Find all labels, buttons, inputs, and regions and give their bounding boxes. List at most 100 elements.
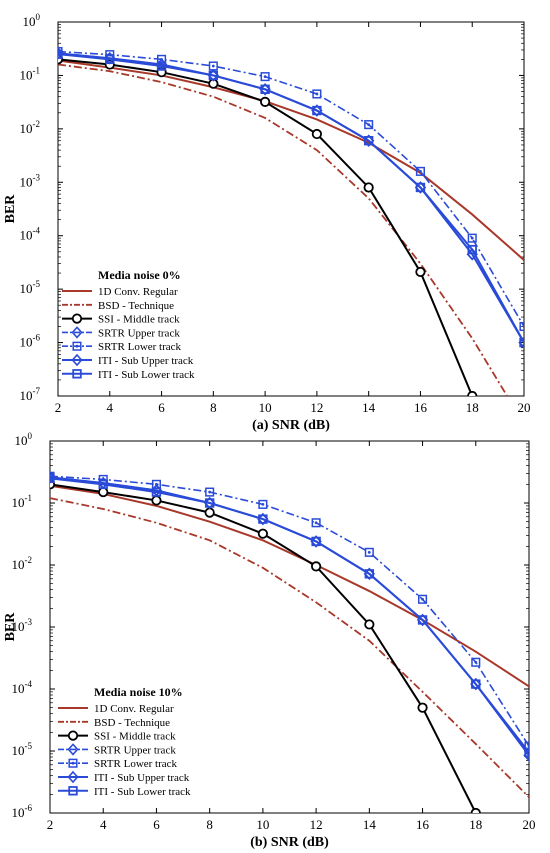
- legend-marker: [71, 313, 83, 324]
- x-tick-label: 6: [153, 817, 160, 832]
- legend-entry: ITI - Sub Upper track: [62, 353, 194, 367]
- legend-entry: 1D Conv. Regular: [62, 286, 178, 298]
- y-axis-label: BER: [3, 194, 18, 224]
- series-ssi-middle-track-point: [151, 495, 162, 506]
- series-srtr-lower-track-line: [58, 50, 524, 327]
- legend-title: Media noise 0%: [98, 268, 181, 282]
- series-iti-sub-lower-track-point: [258, 514, 268, 524]
- x-tick-label: 20: [523, 817, 536, 832]
- x-tick-label: 16: [414, 400, 428, 415]
- series-ssi-middle-track-point: [417, 702, 428, 713]
- series-iti-sub-lower-track-point: [58, 49, 63, 59]
- series-iti-sub-lower-track-point: [471, 679, 481, 689]
- series-ssi-middle-track-point: [204, 507, 215, 518]
- series-ssi-middle-track-point: [415, 266, 426, 278]
- legend-marker: [71, 353, 83, 367]
- legend-entry: BSD - Technique: [62, 300, 174, 312]
- series-iti-sub-lower-track-point: [311, 536, 321, 547]
- series-iti-sub-lower-track-point: [364, 569, 375, 579]
- x-tick-label: 2: [55, 400, 62, 415]
- series-iti-sub-lower-track-point: [204, 498, 215, 508]
- series-ssi-middle-track-point: [257, 528, 268, 539]
- y-tick-labels: 100 10-1 10-2 10-3 10-4 10-5 10-6 10-7: [20, 12, 41, 403]
- y-axis-label: BER: [3, 612, 18, 642]
- plot-area: [57, 21, 525, 397]
- legend-entry: SSI - Middle track: [62, 313, 180, 326]
- legend-label: 1D Conv. Regular: [94, 703, 174, 715]
- series-srtr-lower-track-point: [205, 487, 215, 497]
- legend-label: SSI - Middle track: [94, 731, 176, 743]
- y-tick-label: 10-6: [20, 333, 41, 350]
- series-ssi-middle-track-point: [260, 96, 271, 107]
- y-tick-label: 10-1: [20, 65, 41, 82]
- series-srtr-lower-track-point: [418, 594, 428, 604]
- legend-marker: [72, 341, 82, 351]
- x-tick-labels: 2 4 6 8 10 12 14 16 18 20: [55, 400, 531, 415]
- series-ssi-middle-track-point: [364, 619, 375, 630]
- legend-entry: 1D Conv. Regular: [58, 703, 174, 715]
- series-bsd-technique-line: [50, 497, 529, 798]
- series-bsd-technique-line: [58, 63, 509, 396]
- legend-entry: SRTR Lower track: [62, 341, 182, 353]
- legend-marker: [72, 369, 82, 379]
- series-iti-sub-lower-track-point: [151, 487, 162, 497]
- y-tick-label: 10-2: [20, 119, 41, 136]
- series-iti-sub-lower-track-point: [415, 182, 426, 193]
- x-tick-label: 14: [363, 817, 377, 832]
- legend-entry: SRTR Upper track: [58, 743, 176, 756]
- x-tick-label: 6: [158, 400, 165, 415]
- legend-marker: [67, 743, 79, 756]
- series-ssi-middle-track-point: [363, 182, 374, 193]
- x-tick-label: 18: [469, 817, 482, 832]
- series-srtr-lower-track-point: [260, 72, 270, 82]
- series-iti-sub-lower-track-point: [519, 337, 524, 348]
- plot-area: [49, 440, 530, 814]
- series-srtr-lower-track-point: [364, 547, 374, 557]
- series-iti-sub-lower-track-point: [260, 84, 270, 95]
- series-iti-sub-lower-track-point: [417, 615, 428, 625]
- legend-title: Media noise 10%: [94, 685, 183, 699]
- y-tick-label: 10-4: [20, 226, 41, 243]
- legend-entry: BSD - Technique: [58, 717, 170, 729]
- y-tick-label: 10-6: [12, 803, 33, 820]
- series-1d-conv-regular-line: [58, 59, 524, 261]
- legend-label: SRTR Lower track: [94, 758, 178, 770]
- x-tick-label: 10: [256, 817, 269, 832]
- x-tick-label: 12: [310, 817, 323, 832]
- y-tick-label: 10-7: [20, 386, 41, 403]
- legend-label: SRTR Upper track: [98, 327, 180, 339]
- series-ssi-middle-track-point: [311, 561, 322, 572]
- legend-label: BSD - Technique: [94, 717, 170, 729]
- series-iti-sub-lower-track-point: [50, 473, 55, 484]
- series-iti-sub-lower-track-point: [156, 61, 167, 71]
- series-group: [58, 46, 524, 396]
- y-tick-label: 10-2: [12, 555, 33, 572]
- series-iti-sub-lower-track-point: [105, 54, 115, 65]
- series-ssi-middle-track-point: [467, 390, 478, 396]
- legend-label: ITI - Sub Lower track: [98, 369, 195, 381]
- series-srtr-lower-track-point: [258, 499, 268, 509]
- y-tick-label: 10-3: [20, 172, 41, 189]
- series-srtr-lower-track-line: [50, 475, 529, 747]
- y-tick-label: 10-4: [12, 679, 33, 696]
- series-srtr-lower-track-point: [311, 518, 321, 528]
- y-tick-label: 100: [15, 431, 33, 448]
- series-srtr-lower-track-point: [415, 166, 425, 176]
- series-iti-sub-lower-track-line: [50, 477, 529, 753]
- series-iti-sub-lower-track-line: [58, 53, 524, 344]
- legend-entry: SSI - Middle track: [58, 730, 176, 743]
- series-srtr-lower-track-point: [467, 233, 477, 243]
- legend-label: 1D Conv. Regular: [98, 286, 178, 298]
- series-srtr-lower-track-point: [208, 61, 218, 71]
- series-iti-sub-lower-track-point: [208, 70, 219, 81]
- legend-marker: [68, 758, 78, 768]
- series-iti-sub-lower-track-point: [524, 747, 529, 758]
- legend-label: BSD - Technique: [98, 300, 174, 312]
- legend-marker: [71, 326, 83, 339]
- x-tick-label: 10: [259, 400, 272, 415]
- legend-label: ITI - Sub Upper track: [98, 355, 194, 367]
- legend-entry: SRTR Upper track: [62, 326, 180, 339]
- series-group: [50, 471, 529, 813]
- series-srtr-lower-track-point: [519, 321, 524, 332]
- legend-label: SRTR Upper track: [94, 744, 176, 756]
